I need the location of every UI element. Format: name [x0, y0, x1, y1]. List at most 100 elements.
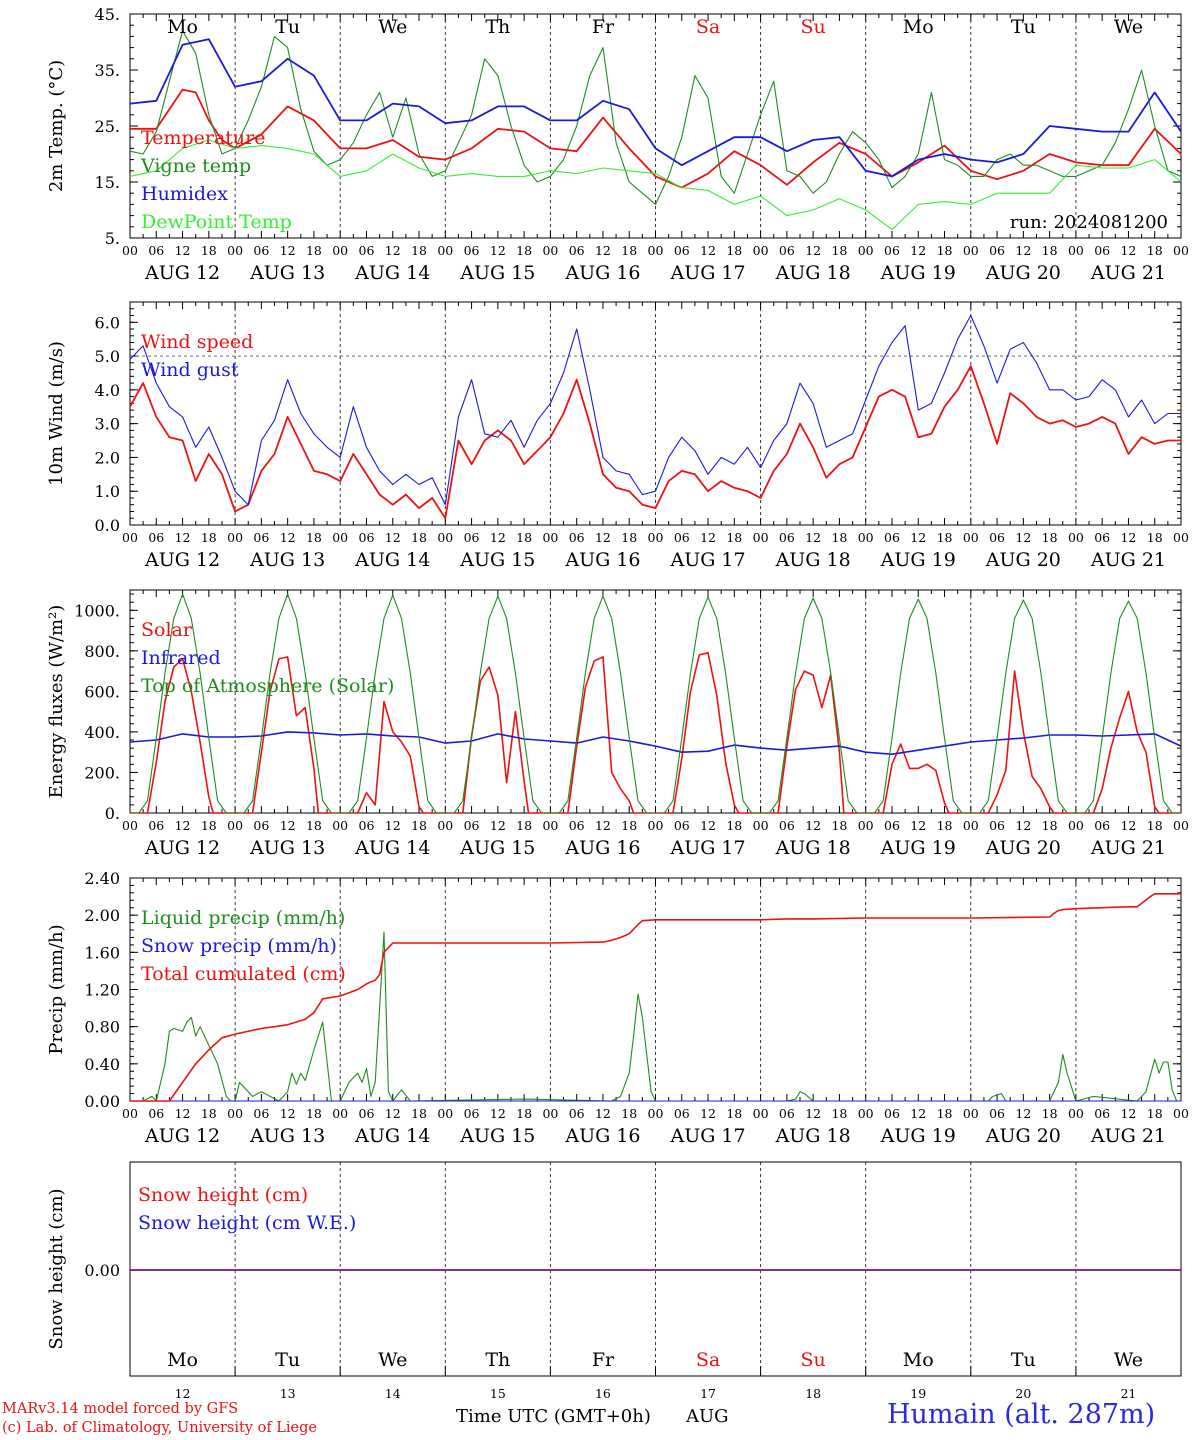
- hour-tick-label: 18: [937, 818, 953, 833]
- hour-tick-label: 12: [385, 1106, 401, 1121]
- hour-tick-label: 06: [359, 243, 375, 258]
- hour-tick-label: 18: [516, 818, 532, 833]
- hour-tick-label: 06: [674, 243, 690, 258]
- date-label: AUG 13: [249, 837, 325, 859]
- hour-tick-label: 12: [280, 530, 296, 545]
- hour-tick-label: 18: [306, 818, 322, 833]
- hour-tick-label: 18: [411, 1106, 427, 1121]
- y-tick-label: 5.0: [95, 347, 120, 366]
- weekday-label: Tu: [1011, 16, 1036, 38]
- date-label: AUG 21: [1090, 262, 1166, 284]
- date-label: AUG 19: [880, 1125, 956, 1147]
- weekday-label: Fr: [592, 1349, 615, 1371]
- month-label: AUG: [686, 1406, 729, 1427]
- hour-tick-label: 00: [437, 1106, 453, 1121]
- hour-tick-label: 12: [595, 1106, 611, 1121]
- hour-tick-label: 06: [989, 1106, 1005, 1121]
- date-label: AUG 18: [775, 1125, 851, 1147]
- day-number-label: 13: [280, 1386, 296, 1401]
- hour-tick-label: 00: [858, 530, 874, 545]
- hour-tick-label: 00: [1173, 818, 1189, 833]
- y-tick-label: 0.80: [84, 1018, 120, 1037]
- weekday-label: Fr: [592, 16, 615, 38]
- y-axis-title: 2m Temp. (°C): [46, 60, 67, 192]
- legend-entry: Infrared: [141, 647, 221, 669]
- hour-tick-label: 18: [201, 530, 217, 545]
- date-label: AUG 16: [564, 549, 640, 571]
- y-tick-label: 1.60: [84, 943, 120, 962]
- hour-tick-label: 12: [595, 243, 611, 258]
- hour-tick-label: 06: [253, 243, 269, 258]
- hour-tick-label: 12: [490, 530, 506, 545]
- hour-tick-label: 18: [306, 1106, 322, 1121]
- hour-tick-label: 18: [411, 818, 427, 833]
- hour-tick-label: 00: [648, 1106, 664, 1121]
- hour-tick-label: 06: [359, 1106, 375, 1121]
- hour-tick-label: 18: [1147, 1106, 1163, 1121]
- date-label: AUG 17: [669, 549, 745, 571]
- hour-tick-label: 00: [542, 1106, 558, 1121]
- date-label: AUG 14: [354, 837, 430, 859]
- run-annotation: run: 2024081200: [1010, 212, 1168, 233]
- day-number-label: 17: [700, 1386, 716, 1401]
- weekday-label: We: [378, 1349, 407, 1371]
- location-title: Humain (alt. 287m): [887, 1399, 1156, 1430]
- y-axis-title: Energy fluxes (W/m²): [46, 605, 67, 799]
- hour-tick-label: 12: [175, 818, 191, 833]
- weekday-label: We: [378, 16, 407, 38]
- hour-tick-label: 18: [1042, 530, 1058, 545]
- hour-tick-label: 18: [831, 1106, 847, 1121]
- legend-entry: Snow height (cm W.E.): [138, 1212, 356, 1234]
- series-line: [130, 88, 1182, 189]
- hour-tick-label: 12: [385, 818, 401, 833]
- weekday-label: Th: [485, 16, 510, 38]
- y-tick-label: 5.: [105, 229, 120, 248]
- hour-tick-label: 18: [306, 243, 322, 258]
- date-label: AUG 14: [354, 262, 430, 284]
- hour-tick-label: 18: [411, 243, 427, 258]
- hour-tick-label: 12: [595, 530, 611, 545]
- hour-tick-label: 00: [1173, 530, 1189, 545]
- date-label: AUG 14: [354, 1125, 430, 1147]
- weekday-label: Tu: [275, 1349, 300, 1371]
- hour-tick-label: 18: [201, 243, 217, 258]
- hour-tick-label: 00: [648, 243, 664, 258]
- hour-tick-label: 00: [437, 818, 453, 833]
- weekday-label: Tu: [275, 16, 300, 38]
- hour-tick-label: 06: [148, 818, 164, 833]
- hour-tick-label: 12: [1015, 530, 1031, 545]
- weekday-label: Tu: [1011, 1349, 1036, 1371]
- hour-tick-label: 18: [726, 243, 742, 258]
- hour-tick-label: 00: [753, 530, 769, 545]
- day-number-label: 20: [1015, 1386, 1031, 1401]
- hour-tick-label: 06: [989, 818, 1005, 833]
- hour-tick-label: 12: [175, 1106, 191, 1121]
- hour-tick-label: 18: [726, 1106, 742, 1121]
- date-label: AUG 12: [144, 1125, 220, 1147]
- hour-tick-label: 12: [490, 818, 506, 833]
- weekday-label: Mo: [903, 1349, 934, 1371]
- date-label: AUG 20: [985, 549, 1061, 571]
- hour-tick-label: 18: [1147, 818, 1163, 833]
- hour-tick-label: 06: [464, 530, 480, 545]
- hour-tick-label: 06: [1094, 243, 1110, 258]
- hour-tick-label: 00: [227, 530, 243, 545]
- legend-entry: Liquid precip (mm/h): [141, 907, 345, 929]
- hour-tick-label: 00: [227, 818, 243, 833]
- hour-tick-label: 06: [359, 818, 375, 833]
- panel-3: 0. 200. 400. 600. 800. 1000. Energy fluxes (W/…: [46, 589, 1189, 859]
- hour-tick-label: 12: [910, 1106, 926, 1121]
- date-label: AUG 19: [880, 549, 956, 571]
- y-tick-label: 200.: [84, 763, 120, 782]
- date-label: AUG 18: [775, 837, 851, 859]
- hour-tick-label: 00: [963, 818, 979, 833]
- date-label: AUG 13: [249, 262, 325, 284]
- date-label: AUG 18: [775, 262, 851, 284]
- hour-tick-label: 06: [1094, 1106, 1110, 1121]
- hour-tick-label: 18: [726, 530, 742, 545]
- hour-tick-label: 00: [858, 818, 874, 833]
- hour-tick-label: 12: [385, 530, 401, 545]
- hour-tick-label: 18: [411, 530, 427, 545]
- hour-tick-label: 12: [490, 1106, 506, 1121]
